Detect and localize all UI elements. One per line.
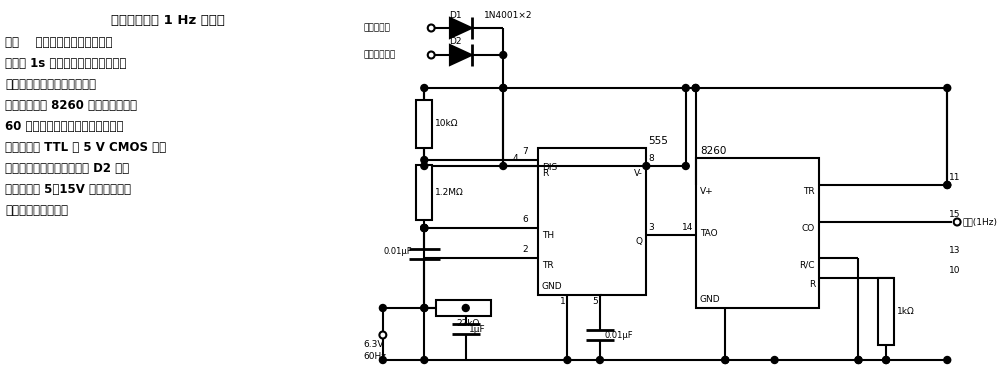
- Text: 10: 10: [948, 266, 960, 275]
- Text: 6: 6: [522, 215, 527, 224]
- Circle shape: [691, 85, 698, 91]
- Text: TR: TR: [803, 187, 815, 196]
- Text: 11: 11: [948, 173, 960, 182]
- Text: 输出(1Hz): 输出(1Hz): [961, 217, 996, 227]
- Circle shape: [943, 85, 950, 91]
- Bar: [695, 158, 819, 308]
- Text: 当。可程控的 8260 定时器起着除以: 当。可程控的 8260 定时器起着除以: [5, 99, 137, 112]
- Circle shape: [421, 85, 427, 91]
- Text: V+: V+: [699, 187, 712, 196]
- Circle shape: [421, 305, 427, 312]
- Text: D2: D2: [449, 37, 461, 46]
- Circle shape: [421, 225, 427, 232]
- Text: TAO: TAO: [699, 229, 716, 237]
- Text: V-: V-: [633, 169, 641, 178]
- Circle shape: [421, 357, 427, 364]
- Text: 生器    电路在通常情况下能产生: 生器 电路在通常情况下能产生: [5, 36, 112, 49]
- Circle shape: [379, 357, 386, 364]
- Text: 交流供电线的交流频率精度相: 交流供电线的交流频率精度相: [5, 78, 96, 91]
- Polygon shape: [450, 45, 471, 65]
- Text: 22kΩ: 22kΩ: [456, 319, 479, 328]
- Text: 8: 8: [647, 154, 653, 163]
- Text: 60 计数器的作用，它所产生的输出: 60 计数器的作用，它所产生的输出: [5, 120, 123, 133]
- Bar: [416, 100, 432, 148]
- Circle shape: [421, 163, 427, 169]
- Circle shape: [882, 357, 889, 364]
- Text: 6.3V: 6.3V: [363, 340, 383, 349]
- Circle shape: [943, 357, 950, 364]
- Text: GND: GND: [699, 295, 719, 304]
- Circle shape: [943, 181, 950, 188]
- Circle shape: [691, 85, 698, 91]
- Circle shape: [499, 163, 506, 169]
- Circle shape: [421, 305, 427, 312]
- Circle shape: [854, 357, 861, 364]
- Circle shape: [681, 85, 688, 91]
- Text: 10kΩ: 10kΩ: [435, 120, 458, 129]
- Text: 电路可以可靠工作。: 电路可以可靠工作。: [5, 204, 68, 217]
- Text: TR: TR: [541, 261, 553, 270]
- Bar: [878, 278, 893, 345]
- Circle shape: [462, 305, 469, 312]
- Circle shape: [882, 357, 889, 364]
- Circle shape: [771, 357, 778, 364]
- Text: D1: D1: [449, 10, 461, 20]
- Circle shape: [421, 225, 427, 232]
- Bar: [436, 300, 491, 316]
- Circle shape: [499, 85, 506, 91]
- Text: 1: 1: [559, 297, 565, 306]
- Text: 备用直流电源: 备用直流电源: [363, 51, 395, 59]
- Text: 在电源电压 5～15V 的范围内，本: 在电源电压 5～15V 的范围内，本: [5, 183, 131, 196]
- Text: 间隔为 1s 的输出脉冲，而其精度与: 间隔为 1s 的输出脉冲，而其精度与: [5, 57, 126, 70]
- Circle shape: [421, 225, 427, 232]
- Text: 8260: 8260: [699, 146, 726, 156]
- Text: 14: 14: [681, 223, 693, 232]
- Circle shape: [499, 85, 506, 91]
- Text: 555: 555: [647, 136, 667, 146]
- Text: 1kΩ: 1kΩ: [896, 307, 914, 316]
- Text: 7: 7: [522, 147, 527, 156]
- Text: 信号幅度与 TTL 或 5 V CMOS 负载: 信号幅度与 TTL 或 5 V CMOS 负载: [5, 141, 166, 154]
- Text: 1.2MΩ: 1.2MΩ: [435, 188, 464, 197]
- Text: DIS: DIS: [541, 163, 556, 172]
- Text: 1μF: 1μF: [468, 325, 485, 334]
- Circle shape: [721, 357, 728, 364]
- Circle shape: [854, 357, 861, 364]
- Circle shape: [563, 357, 570, 364]
- Text: R: R: [808, 280, 815, 289]
- Text: 有备用电源的 1 Hz 时钟发: 有备用电源的 1 Hz 时钟发: [110, 14, 224, 27]
- Text: 2: 2: [522, 245, 527, 254]
- Text: 60Hz: 60Hz: [363, 352, 386, 361]
- Text: R: R: [541, 169, 547, 178]
- Polygon shape: [450, 18, 471, 38]
- Text: Q: Q: [634, 237, 641, 246]
- Circle shape: [421, 225, 427, 232]
- Circle shape: [681, 163, 688, 169]
- Circle shape: [379, 305, 386, 312]
- Circle shape: [596, 357, 603, 364]
- Text: 3: 3: [647, 223, 653, 232]
- Text: 5: 5: [591, 297, 597, 306]
- Text: 4: 4: [512, 154, 517, 163]
- Text: CO: CO: [801, 224, 815, 233]
- Circle shape: [943, 181, 950, 188]
- Bar: [416, 165, 432, 220]
- Bar: [537, 148, 645, 295]
- Text: TH: TH: [541, 231, 553, 240]
- Text: 15: 15: [948, 210, 960, 219]
- Text: 0.01μF: 0.01μF: [604, 330, 633, 340]
- Text: 1N4001×2: 1N4001×2: [483, 10, 531, 20]
- Circle shape: [721, 357, 728, 364]
- Text: GND: GND: [541, 282, 562, 291]
- Circle shape: [642, 163, 649, 169]
- Text: 兼容。备用电源接到二极管 D2 上，: 兼容。备用电源接到二极管 D2 上，: [5, 162, 129, 175]
- Text: R/C: R/C: [799, 260, 815, 269]
- Circle shape: [421, 156, 427, 164]
- Text: 13: 13: [948, 246, 960, 255]
- Text: 0.01μF: 0.01μF: [384, 247, 412, 256]
- Circle shape: [499, 51, 506, 59]
- Text: 主直流电源: 主直流电源: [363, 24, 390, 32]
